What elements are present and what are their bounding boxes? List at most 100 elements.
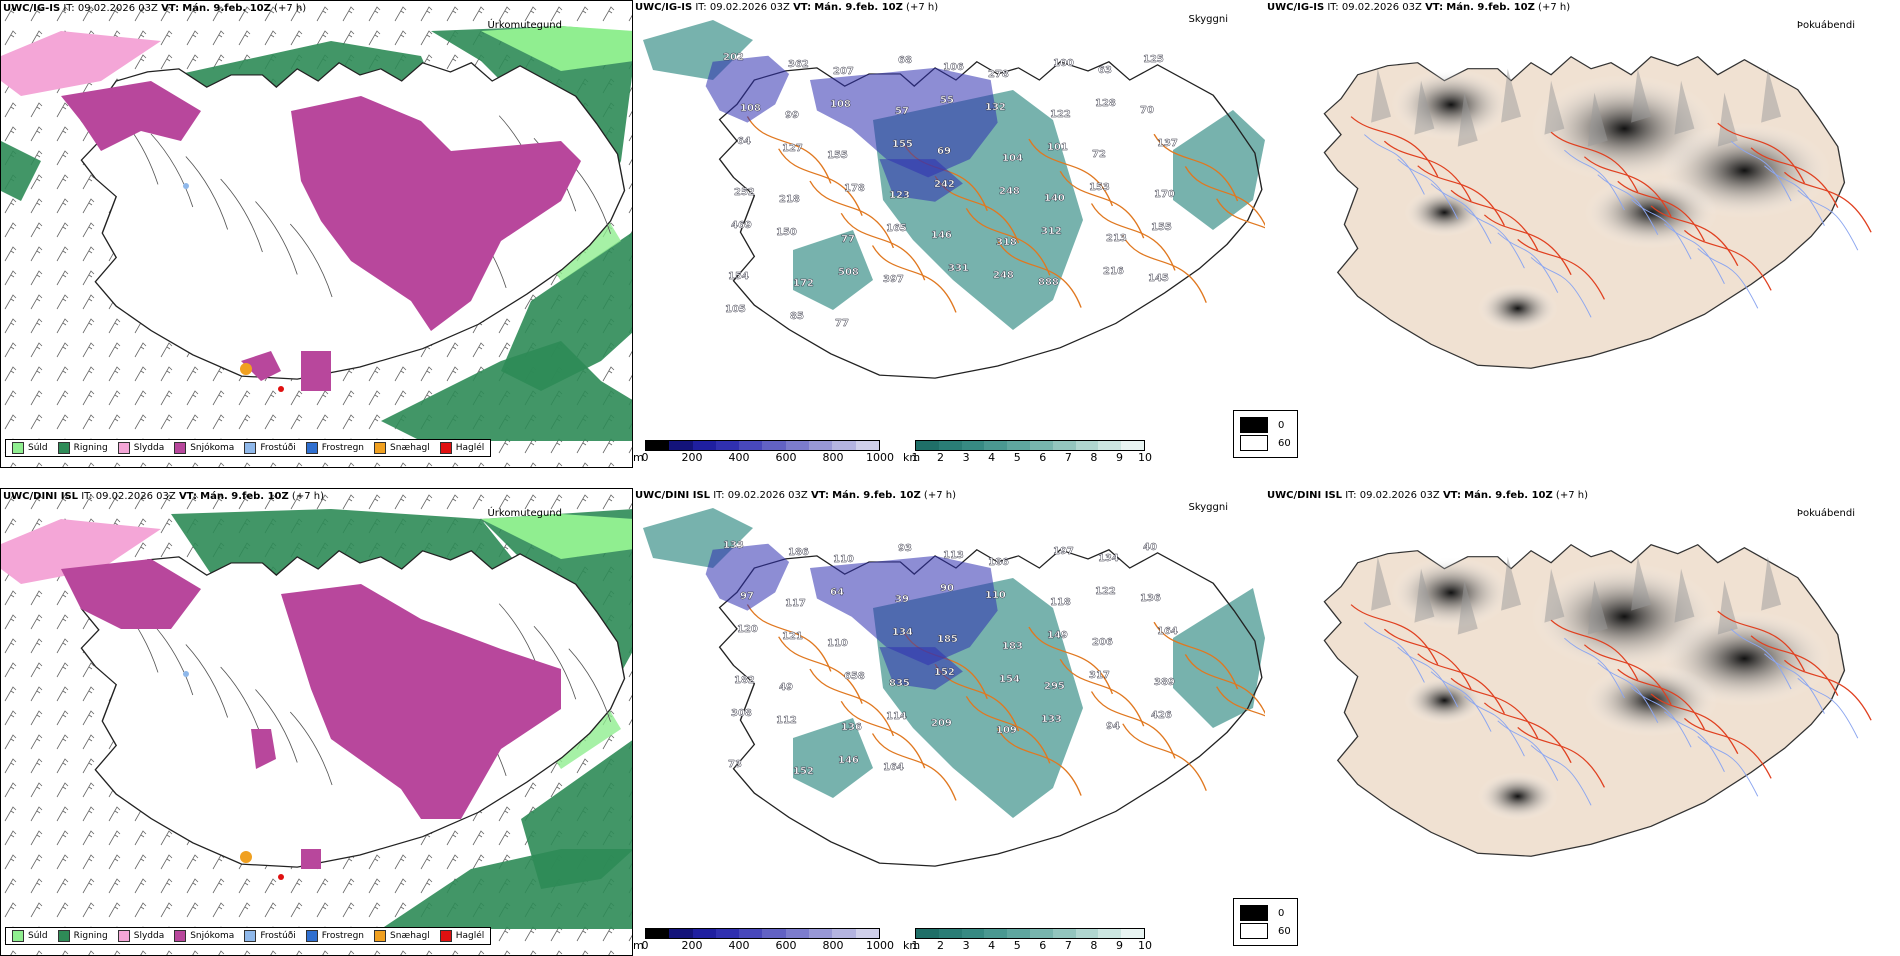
legend-item: Frostregn [305,930,364,942]
ceiling-value-label: 172 [793,278,814,289]
colorbar-tick: 800 [822,939,844,952]
snow-area [241,351,281,381]
vt-label: VT: [1442,490,1461,501]
fog-legend: 0 60 [1233,410,1298,458]
legend-swatch [117,442,130,454]
colorbar-tick: 800 [822,451,844,464]
ceiling-value-label: 362 [788,59,809,70]
ceiling-value-label: 183 [1002,641,1023,652]
ceiling-value-label: 112 [776,715,797,726]
panel-title: Úrkomutegund [487,20,562,31]
legend-swatch [244,442,257,454]
colorbar-tick: 1 [911,939,919,952]
model-name: UWC/DINI ISL [3,491,79,502]
ceiling-value-label: 155 [892,139,913,150]
visibility-colorbar-bar [915,440,1145,451]
ceiling-value-label: 164 [883,762,904,773]
colorbar-segment [1029,929,1053,938]
lead-time: (+7 h) [906,2,939,13]
lead-time: (+7 h) [923,490,956,501]
fog-map [1265,488,1900,956]
snow-area [61,559,201,629]
ceiling-value-label: 122 [1050,109,1071,120]
ceiling-map: 202 362 207 68 106 278 100 63 125 108 99 108 57 55 132… [643,20,1265,379]
legend-item: Slydda [117,442,164,454]
ceiling-value-label: 97 [740,591,754,602]
ceiling-area [879,647,963,690]
colorbar-segment [1052,929,1076,938]
it-value: 09.02.2026 03Z [727,490,808,501]
ceiling-value-label: 55 [940,95,954,106]
ceiling-value-label: 295 [1044,681,1065,692]
it-label: IT: [695,2,707,13]
ceiling-colorbar-ticks: 0 200 400 600 800 1000 [641,451,895,464]
ceiling-unit: m [633,939,644,952]
colorbar-segment [669,441,693,450]
ceiling-value-label: 113 [943,550,964,561]
ceiling-value-label: 136 [1140,593,1161,604]
snow-area [281,584,561,819]
ceiling-value-label: 252 [734,187,755,198]
hail-spot [278,386,284,392]
colorbar-segment [938,441,962,450]
ceiling-value-label: 99 [785,110,799,121]
visibility-colorbar-ticks: 1 2 3 4 5 6 7 8 9 10 [912,451,1153,464]
model-name: UWC/IG-IS [3,3,61,14]
ceiling-value-label: 64 [830,587,844,598]
vt-value: Mán. 9.feb. 10Z [182,3,271,14]
ceiling-value-label: 164 [1157,626,1178,637]
colorbar-segment [762,929,786,938]
panel-header: UWC/IG-IS IT: 09.02.2026 03Z VT: Mán. 9.… [635,2,938,13]
legend-swatch [244,930,257,942]
legend-label: Rigning [73,443,108,453]
drizzle-area [481,514,632,559]
colorbar-tick: 0 [641,451,649,464]
fog-area [1404,188,1485,237]
ceiling-value-label: 248 [999,186,1020,197]
legend-label: Súld [28,443,48,453]
legend-label: Frostregn [321,443,365,453]
legend-item: Snjókoma [174,442,234,454]
colorbar-tick: 4 [988,939,996,952]
legend-item: Haglél [439,442,484,454]
it-value: 09.02.2026 03Z [95,491,176,502]
ceiling-value-label: 248 [993,270,1014,281]
colorbar-tick: 0 [641,939,649,952]
fog-panel-row-2: UWC/DINI ISL IT: 09.02.2026 03Z VT: Mán.… [1265,488,1900,956]
it-label: IT: [63,3,75,14]
iceland-outline [1323,55,1872,369]
legend-swatch [12,442,24,454]
ceiling-value-label: 206 [1092,637,1113,648]
ceiling-value-label: 70 [1140,105,1154,116]
snow-area [61,81,201,151]
ceiling-value-label: 835 [889,678,910,689]
ceiling-value-label: 317 [1089,670,1110,681]
legend-swatch [57,930,70,942]
drizzle-area [481,26,632,71]
vt-label: VT: [793,2,812,13]
legend-label: Snjókoma [190,931,235,941]
fog-legend-item: 0 [1240,905,1291,921]
colorbar-segment [1007,929,1030,938]
legend-item: Snjókoma [174,930,234,942]
legend-item: Súld [12,930,48,942]
legend-swatch [174,442,187,454]
legend-item: Snæhagl [374,930,430,942]
colorbar-segment [1007,441,1030,450]
fog-legend-swatch [1240,435,1268,451]
colorbar-tick: 200 [681,451,703,464]
sleet-area [1,31,161,96]
ceiling-value-label: 132 [985,102,1006,113]
precip-panel-row-1: Súld Rigning Slydda Snjókoma Frostúði Frostre… [0,0,633,468]
colorbar-segment [785,929,810,938]
ceiling-value-label: 40 [1143,542,1157,553]
ceiling-value-label: 123 [889,190,910,201]
sleet-area [1,519,161,584]
ceiling-value-label: 182 [734,675,755,686]
ceiling-value-label: 308 [731,708,752,719]
ceiling-map: 133 186 110 93 113 186 197 134 40 97 117 64 39 90 110 1… [643,508,1265,867]
ceil-panel-row-2: 133 186 110 93 113 186 197 134 40 97 117 64 39 90 110 1… [633,488,1265,956]
ceiling-value-label: 57 [895,106,909,117]
ceiling-value-label: 155 [827,150,848,161]
fog-legend-swatch [1240,923,1268,939]
